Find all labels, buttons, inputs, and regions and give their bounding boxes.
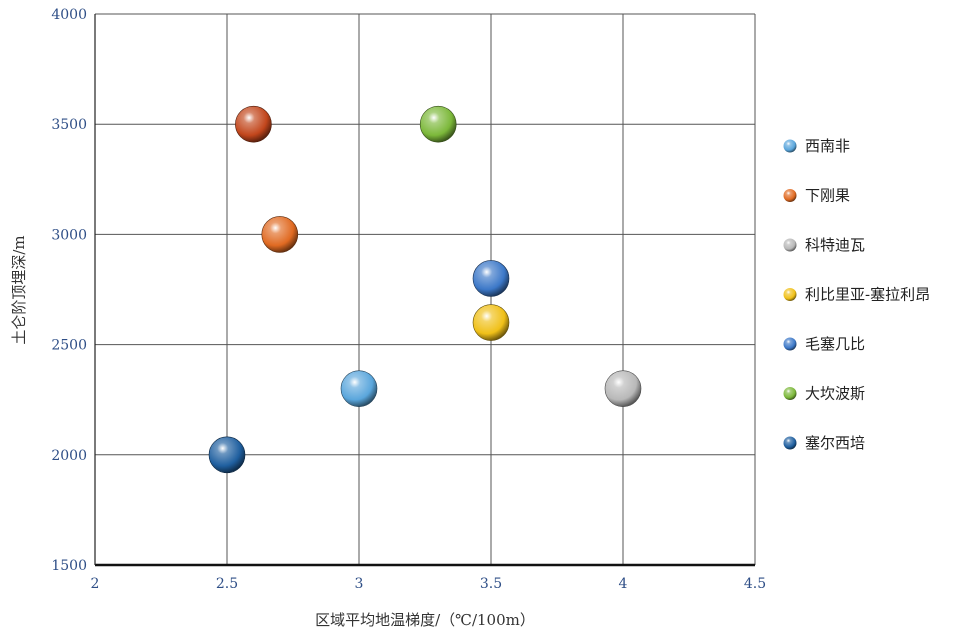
legend-marker <box>783 387 797 400</box>
legend-marker <box>783 436 797 450</box>
legend-label: 西南非 <box>805 137 850 155</box>
data-point <box>340 370 378 407</box>
legend-label: 科特迪瓦 <box>805 236 865 254</box>
x-tick-label: 3 <box>355 576 364 592</box>
data-point <box>472 260 510 297</box>
legend-label: 利比里亚-塞拉利昂 <box>805 286 930 304</box>
legend-label: 下刚果 <box>805 187 850 205</box>
x-tick-label: 4 <box>619 576 628 592</box>
data-point <box>472 304 510 341</box>
legend-marker <box>783 238 797 252</box>
legend-marker <box>783 337 797 351</box>
x-axis-ticks: 2 2.5 3 3.5 4 4.5 <box>91 576 767 592</box>
x-axis-title: 区域平均地温梯度/（℃/100m） <box>315 611 535 629</box>
legend-marker <box>783 288 797 301</box>
legend-label: 大坎波斯 <box>805 385 865 403</box>
data-point <box>208 436 246 474</box>
x-tick-label: 4.5 <box>744 576 766 592</box>
y-tick-label: 4000 <box>51 7 87 23</box>
y-axis-ticks: 1500 2000 2500 3000 3500 4000 <box>51 7 87 574</box>
data-points <box>208 105 642 474</box>
y-tick-label: 2000 <box>51 448 87 464</box>
x-tick-label: 2 <box>91 576 100 592</box>
y-tick-label: 3000 <box>51 227 87 243</box>
legend-label: 毛塞几比 <box>805 335 865 353</box>
data-point <box>261 216 299 253</box>
y-axis-title: 土仑阶顶埋深/m <box>10 235 28 344</box>
data-point <box>604 370 642 407</box>
y-tick-label: 2500 <box>51 338 87 354</box>
legend-label: 塞尔西培 <box>805 434 865 452</box>
data-point <box>235 105 272 143</box>
data-point <box>419 105 457 143</box>
x-tick-label: 2.5 <box>216 576 238 592</box>
x-tick-label: 3.5 <box>480 576 502 592</box>
grid <box>94 13 756 566</box>
legend-marker <box>783 139 797 153</box>
y-tick-label: 1500 <box>51 558 87 574</box>
legend-marker <box>783 189 797 202</box>
y-tick-label: 3500 <box>51 117 87 133</box>
axes <box>94 14 755 567</box>
